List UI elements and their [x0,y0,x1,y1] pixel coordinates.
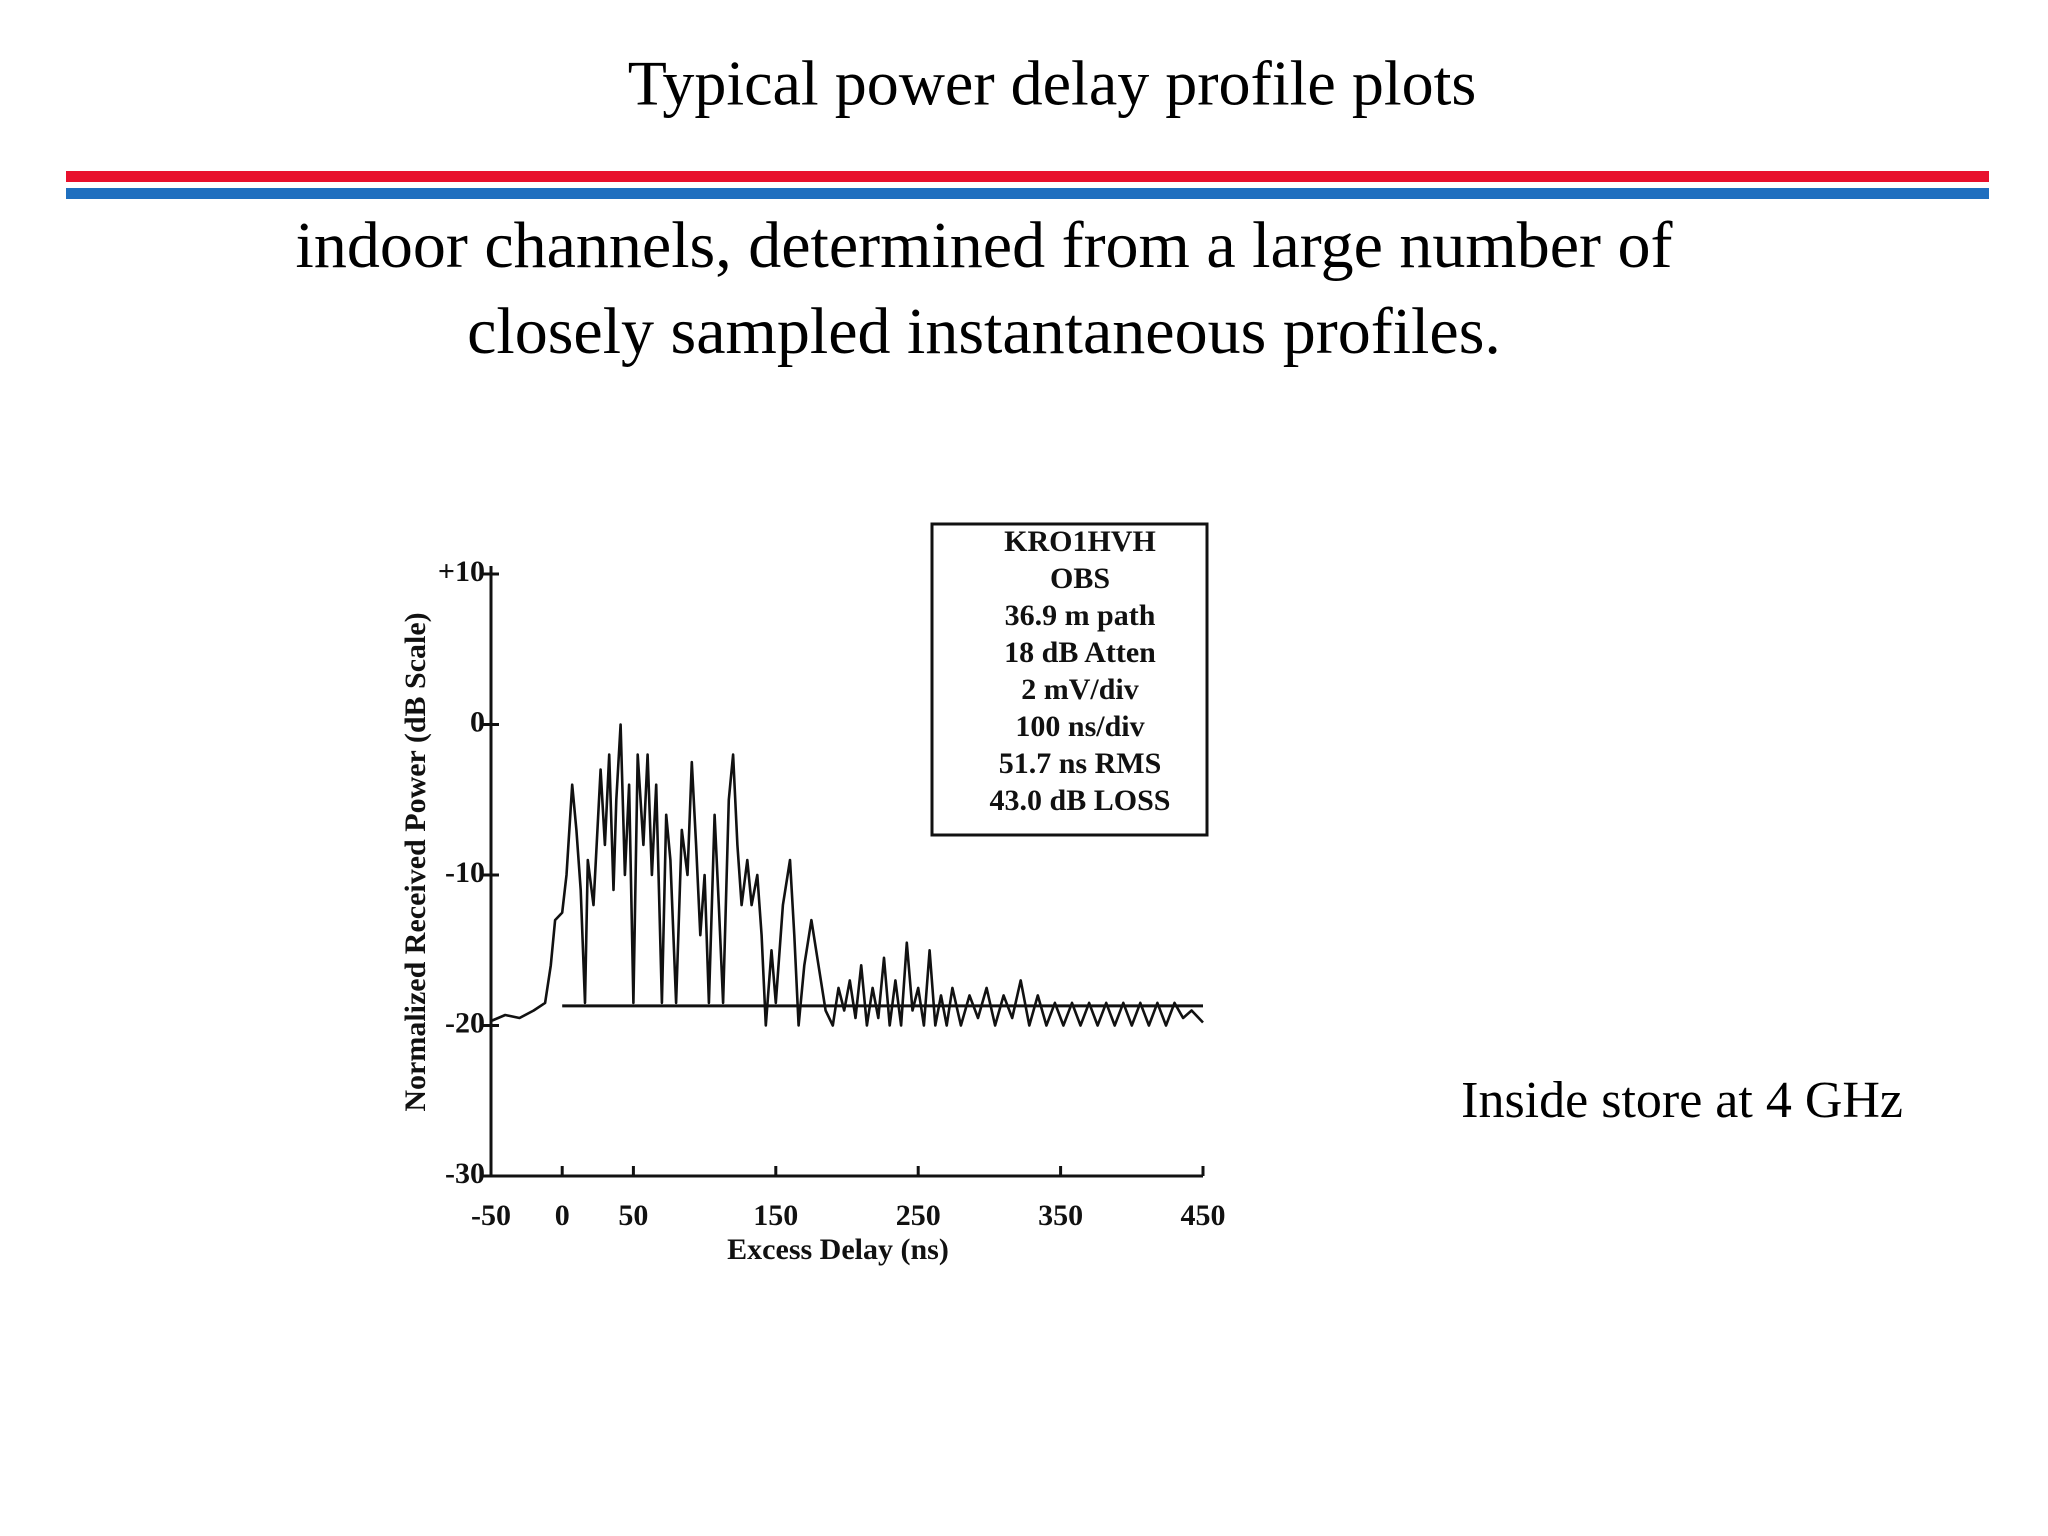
y-tick-label: 0 [470,705,485,738]
subtitle-line: indoor channels, determined from a large… [296,209,1673,282]
chart: Excess Delay (ns) Normalized Received Po… [399,522,1226,1266]
x-tick-label: 450 [1181,1199,1226,1232]
annotation-line: 36.9 m path [1005,599,1156,632]
annotation-line: OBS [1050,562,1110,595]
annotation-line: 18 dB Atten [1004,636,1156,669]
x-axis-label: Excess Delay (ns) [727,1233,949,1266]
annotation-line: KRO1HVH [1004,525,1156,558]
annotation-line: 43.0 dB LOSS [990,784,1171,817]
y-tick-label: -10 [445,856,485,889]
annotation-line: 51.7 ns RMS [999,747,1162,780]
annotation-line: 2 mV/div [1021,673,1139,706]
caption: Inside store at 4 GHz [1461,1072,1903,1129]
y-axis-label: Normalized Received Power (dB Scale) [399,612,432,1111]
x-tick-label: -50 [471,1199,511,1232]
x-tick-label: 0 [555,1199,570,1232]
blue-rule [66,188,1989,199]
profile-line [490,723,1204,1027]
y-tick-label: +10 [438,555,485,588]
red-rule [66,171,1989,182]
y-tick-label: -30 [445,1157,485,1190]
x-tick-label: 250 [896,1199,941,1232]
annotation-box [930,522,1209,837]
annotation-line: 100 ns/div [1015,710,1144,743]
x-tick-label: 150 [753,1199,798,1232]
slide-title: Typical power delay profile plots [628,48,1477,119]
subtitle-line: closely sampled instantaneous profiles. [467,295,1501,368]
y-tick-label: -20 [445,1006,485,1039]
x-tick-label: 350 [1038,1199,1083,1232]
x-tick-label: 50 [618,1199,648,1232]
